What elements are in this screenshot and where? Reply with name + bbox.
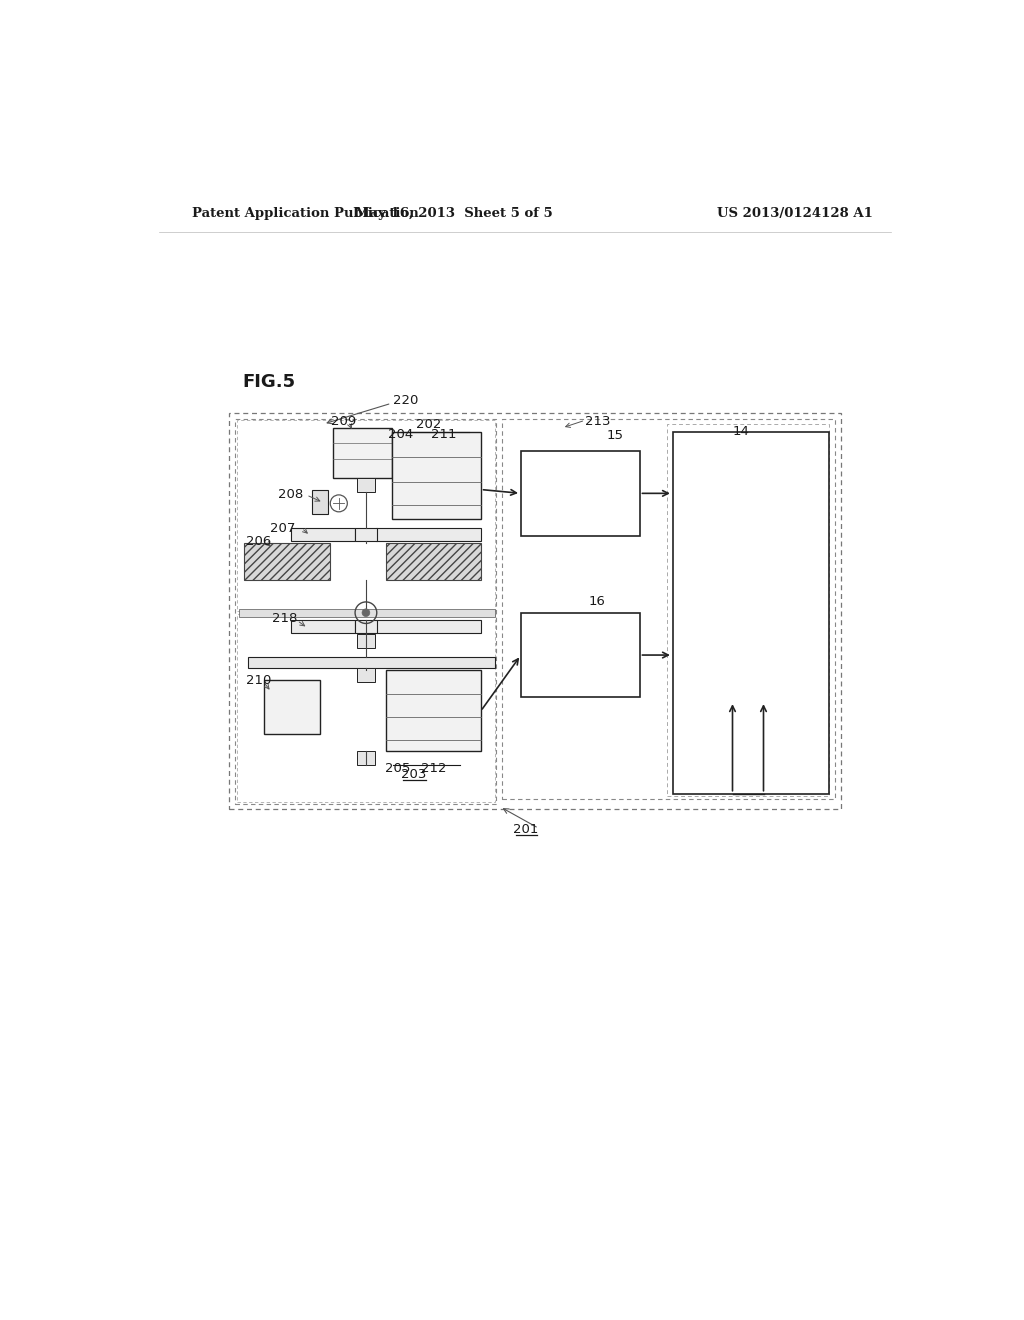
Bar [376,528,480,541]
Bar [248,657,495,668]
Bar [355,528,377,541]
Bar [228,413,841,809]
Bar [356,478,375,492]
Bar [673,432,829,793]
Bar [239,609,495,616]
Text: FIG.5: FIG.5 [243,372,296,391]
Bar [234,418,496,804]
Bar [391,432,480,519]
Text: 213: 213 [586,416,610,428]
Text: 218: 218 [271,612,297,626]
Text: 16: 16 [589,594,605,607]
Bar [355,620,377,634]
Bar [356,668,375,682]
Text: Patent Application Publication: Patent Application Publication [191,207,418,220]
Bar [237,420,495,611]
Text: 211: 211 [431,428,457,441]
Bar [386,544,480,581]
Bar [667,424,829,796]
Bar [376,620,480,634]
Bar [521,451,640,536]
Text: 205: 205 [385,762,411,775]
Text: 206: 206 [246,536,270,548]
Bar [356,751,375,766]
Text: 202: 202 [417,417,441,430]
Text: 212: 212 [421,762,446,775]
Text: 209: 209 [331,416,356,428]
Bar [521,612,640,697]
Circle shape [362,609,370,616]
Text: 220: 220 [393,395,418,408]
Text: May 16, 2013  Sheet 5 of 5: May 16, 2013 Sheet 5 of 5 [354,207,552,220]
Bar [502,418,835,799]
Bar [356,635,375,648]
Bar [386,671,480,751]
Bar [263,681,321,734]
Text: 14: 14 [732,425,750,438]
Text: 203: 203 [400,768,426,781]
Text: 207: 207 [270,521,296,535]
Text: 201: 201 [513,824,539,837]
Bar [334,428,391,478]
Text: US 2013/0124128 A1: US 2013/0124128 A1 [717,207,872,220]
Text: 210: 210 [246,675,271,686]
Text: 208: 208 [279,488,303,502]
Bar [291,620,355,634]
Text: 15: 15 [607,429,624,442]
Bar [312,490,328,515]
Bar [291,528,355,541]
Text: 204: 204 [388,428,414,441]
Bar [237,614,495,803]
Bar [245,544,330,581]
